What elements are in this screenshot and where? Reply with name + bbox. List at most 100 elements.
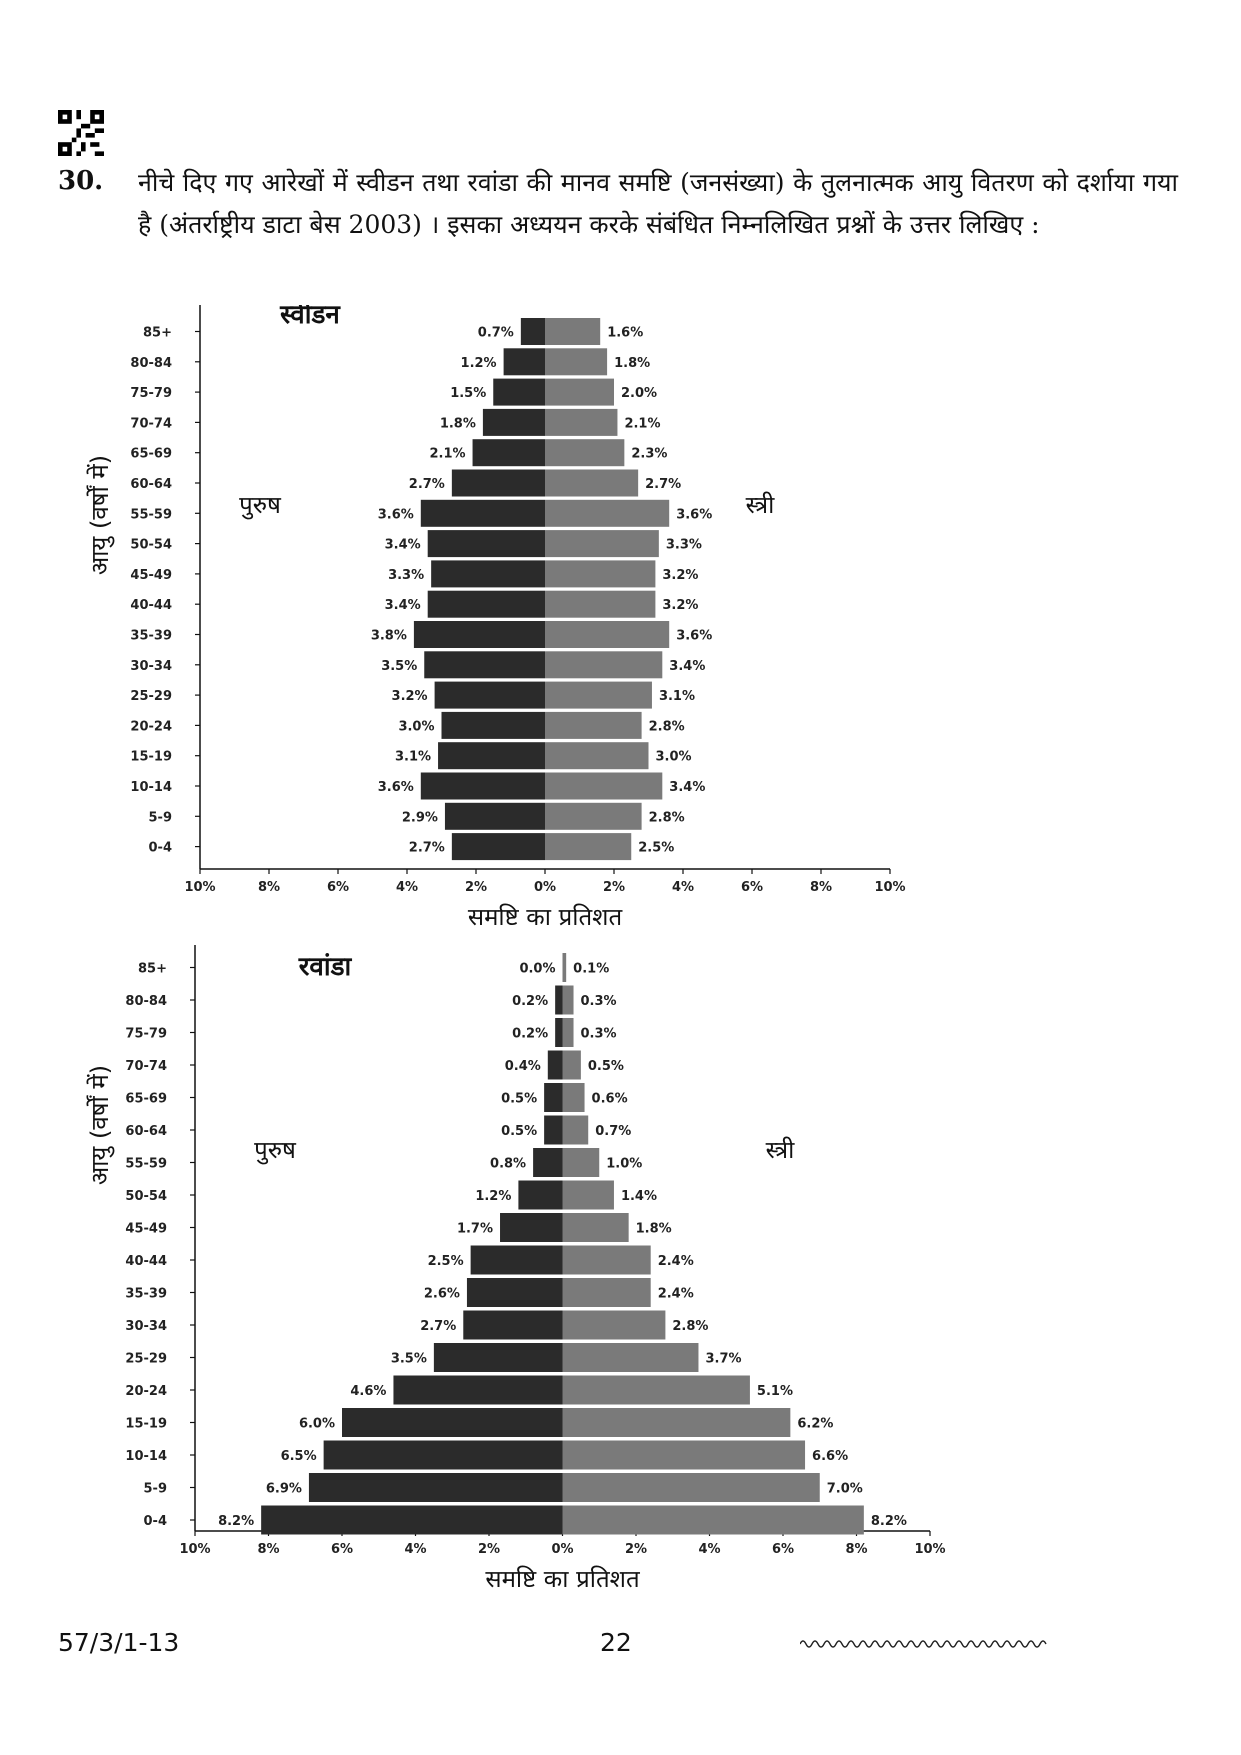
chart-title: रवांडा	[298, 952, 353, 982]
age-group-label: 20-24	[130, 719, 172, 734]
male-bar	[544, 1083, 563, 1112]
female-bar	[562, 1018, 574, 1047]
male-value-label: 2.5%	[428, 1254, 464, 1269]
male-value-label: 6.5%	[281, 1449, 317, 1464]
male-value-label: 0.4%	[505, 1059, 541, 1074]
male-bar	[420, 772, 545, 800]
x-axis-label: समष्टि का प्रतिशत	[468, 903, 624, 931]
age-group-label: 85+	[138, 962, 167, 977]
male-value-label: 3.2%	[392, 689, 428, 704]
male-bar	[533, 1148, 563, 1177]
female-series-label: स्त्री	[766, 1136, 796, 1164]
age-group-label: 10-14	[125, 1449, 167, 1464]
male-value-label: 2.7%	[409, 841, 445, 856]
male-value-label: 4.6%	[350, 1384, 386, 1399]
female-value-label: 0.5%	[588, 1059, 624, 1074]
male-bar	[555, 985, 563, 1015]
age-group-label: 70-74	[125, 1059, 167, 1074]
male-bar	[323, 1440, 563, 1470]
female-value-label: 3.0%	[656, 750, 692, 765]
male-value-label: 3.0%	[398, 719, 434, 734]
male-bar	[413, 621, 545, 648]
male-value-label: 3.4%	[385, 538, 421, 553]
age-group-label: 60-64	[125, 1124, 167, 1139]
x-tick-label: 10%	[179, 1542, 210, 1557]
x-tick-label: 8%	[257, 1542, 279, 1557]
female-value-label: 2.1%	[624, 416, 660, 431]
male-bar	[427, 590, 545, 618]
chart-title: स्वीडन	[279, 305, 341, 330]
male-bar	[261, 1505, 563, 1535]
female-value-label: 6.2%	[797, 1417, 833, 1432]
male-bar	[466, 1278, 563, 1307]
rwanda-chart: 10% 8% 6% 4% 2% 0% 2% 4% 6% 8% 10% 85+ 0.0% 0.1% 80-84…	[0, 945, 1241, 1615]
male-bar	[308, 1473, 563, 1502]
female-bar	[545, 469, 639, 497]
page-number: 22	[600, 1628, 632, 1657]
male-bar	[434, 681, 545, 709]
age-group-label: 75-79	[125, 1027, 167, 1042]
female-bar	[562, 1180, 614, 1210]
x-tick-label: 4%	[404, 1542, 426, 1557]
age-group-label: 70-74	[130, 416, 172, 431]
female-bar	[545, 560, 656, 588]
age-group-label: 20-24	[125, 1384, 167, 1399]
female-value-label: 2.5%	[638, 841, 674, 856]
female-bar	[545, 681, 652, 709]
female-bar	[545, 348, 608, 376]
male-bar	[472, 439, 545, 467]
male-bar	[444, 802, 545, 830]
female-bar	[562, 1505, 864, 1535]
female-value-label: 3.7%	[705, 1352, 741, 1367]
female-bar	[545, 408, 618, 436]
female-bar	[545, 590, 656, 618]
x-tick-label: 0%	[534, 880, 556, 895]
sweden-pyramid-svg: 10% 8% 6% 4% 2% 0% 2% 4% 6% 8% 10% 85+ 0.7% 1.6% 80-84…	[86, 305, 906, 931]
female-bar	[562, 1050, 581, 1080]
age-group-label: 85+	[143, 326, 172, 341]
male-bar	[482, 408, 545, 436]
female-value-label: 5.1%	[757, 1384, 793, 1399]
male-bar	[518, 1180, 563, 1210]
female-value-label: 0.3%	[581, 1027, 617, 1042]
wave-decoration	[800, 1640, 1047, 1648]
female-value-label: 2.7%	[645, 477, 681, 492]
male-value-label: 1.8%	[440, 416, 476, 431]
age-group-label: 65-69	[130, 447, 172, 462]
female-value-label: 3.2%	[662, 598, 698, 613]
male-bar	[441, 711, 545, 739]
male-value-label: 1.5%	[450, 386, 486, 401]
male-value-label: 8.2%	[218, 1514, 254, 1529]
male-bar	[424, 651, 545, 679]
female-bar	[545, 651, 663, 679]
male-value-label: 3.4%	[385, 598, 421, 613]
male-value-label: 0.7%	[478, 326, 514, 341]
age-group-label: 0-4	[144, 1514, 168, 1529]
female-value-label: 0.7%	[595, 1124, 631, 1139]
x-tick-label: 10%	[184, 880, 215, 895]
female-value-label: 0.3%	[581, 994, 617, 1009]
male-bar	[393, 1375, 563, 1405]
age-group-label: 60-64	[130, 477, 172, 492]
age-group-label: 30-34	[130, 659, 172, 674]
female-bar	[545, 318, 601, 345]
x-tick-label: 8%	[845, 1542, 867, 1557]
x-tick-label: 2%	[465, 880, 487, 895]
female-value-label: 1.8%	[614, 356, 650, 371]
male-bar	[451, 833, 545, 861]
female-value-label: 2.0%	[621, 386, 657, 401]
male-value-label: 0.0%	[519, 962, 555, 977]
female-bar	[545, 833, 632, 861]
male-bar	[547, 1050, 563, 1080]
female-value-label: 2.4%	[658, 1287, 694, 1302]
x-tick-label: 10%	[874, 880, 905, 895]
x-tick-label: 6%	[741, 880, 763, 895]
x-tick-label: 10%	[914, 1542, 945, 1557]
female-bar	[562, 1278, 651, 1307]
age-group-label: 55-59	[130, 507, 172, 522]
age-group-label: 80-84	[130, 356, 172, 371]
female-value-label: 2.4%	[658, 1254, 694, 1269]
age-group-label: 5-9	[149, 810, 173, 825]
male-value-label: 3.1%	[395, 750, 431, 765]
male-value-label: 2.1%	[429, 447, 465, 462]
